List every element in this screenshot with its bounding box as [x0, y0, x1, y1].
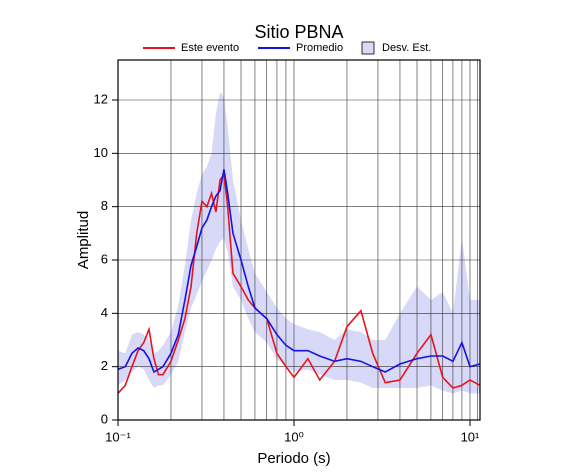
y-tick-label: 0 — [101, 411, 108, 426]
chart-title: Sitio PBNA — [254, 22, 343, 42]
y-tick-label: 10 — [94, 145, 108, 160]
y-tick-label: 8 — [101, 198, 108, 213]
y-tick-label: 2 — [101, 358, 108, 373]
y-tick-label: 4 — [101, 305, 108, 320]
legend-swatch — [361, 41, 375, 55]
x-tick-label: 10⁻¹ — [105, 429, 131, 444]
std-band — [118, 92, 480, 394]
series-line — [117, 172, 481, 394]
y-axis-label: Amplitud — [75, 211, 92, 269]
y-tick-label: 6 — [101, 251, 108, 266]
x-tick-label: 10⁰ — [284, 429, 304, 444]
y-tick-label: 12 — [94, 91, 108, 106]
x-tick-label: 10¹ — [461, 429, 480, 444]
legend-label: Este evento — [181, 42, 239, 54]
x-axis-label: Periodo (s) — [257, 450, 330, 467]
plot-frame — [117, 59, 481, 421]
legend-label: Promedio — [296, 42, 343, 54]
series-line — [117, 169, 481, 374]
legend-label: Desv. Est. — [382, 42, 431, 54]
